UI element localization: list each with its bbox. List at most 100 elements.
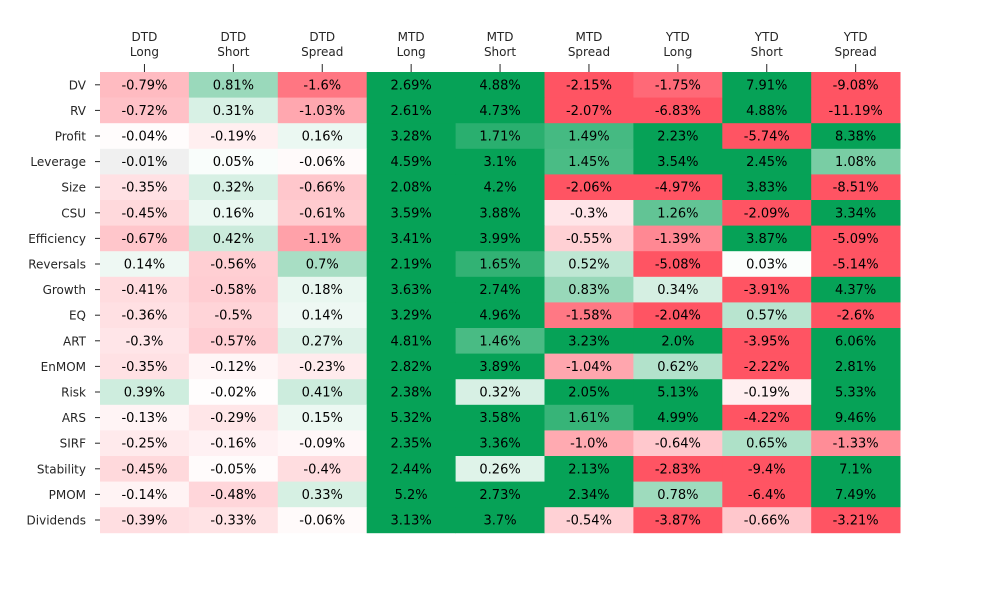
heatmap-cell [633, 123, 723, 150]
cell-value-label: 0.81% [213, 78, 254, 93]
cell-value-label: -0.67% [121, 232, 167, 247]
heatmap-cell [544, 328, 634, 354]
heatmap-cell [277, 404, 368, 431]
cell-value-label: -0.57% [210, 334, 256, 349]
heatmap-cell [633, 276, 723, 303]
cell-value-label: -0.01% [121, 155, 167, 170]
row-label: Leverage [30, 155, 86, 169]
heatmap-cell [366, 302, 456, 329]
heatmap-cell [811, 72, 901, 98]
heatmap-cell [544, 507, 634, 534]
column-header-text: MTD [398, 30, 425, 44]
heatmap-cell [811, 148, 901, 175]
cell-value-label: -0.29% [210, 411, 256, 426]
cell-value-label: 3.41% [390, 232, 431, 247]
heatmap-cell [455, 200, 545, 226]
cell-value-label: 0.14% [124, 258, 165, 273]
heatmap-cell [544, 72, 634, 98]
cell-value-label: -1.0% [570, 437, 608, 452]
heatmap-cell [366, 481, 456, 508]
row-label: RV [70, 104, 87, 118]
column-header-text: Spread [568, 45, 610, 59]
cell-value-label: -1.1% [303, 232, 341, 247]
heatmap-cell [633, 430, 723, 457]
cell-value-label: 4.59% [390, 155, 431, 170]
heatmap-cell [722, 174, 812, 201]
cell-value-label: 0.18% [302, 283, 343, 298]
cell-value-label: 1.08% [835, 155, 876, 170]
cell-value-label: 8.38% [835, 130, 876, 145]
heatmap-cell [633, 456, 723, 482]
heatmap-cell [277, 302, 368, 329]
cell-value-label: -0.4% [303, 462, 341, 477]
cell-value-label: -11.19% [829, 104, 883, 119]
row-label: PMOM [49, 488, 86, 502]
row-label: SIRF [60, 437, 86, 451]
heatmap-cell [455, 148, 545, 175]
cell-value-label: 2.08% [390, 181, 431, 196]
heatmap-cell [455, 430, 545, 457]
heatmap-cell [633, 507, 723, 534]
heatmap-cell [455, 276, 545, 303]
cell-value-label: 2.35% [390, 437, 431, 452]
cell-value-label: -0.54% [566, 514, 612, 529]
cell-value-label: 0.83% [568, 283, 609, 298]
cell-value-label: -2.06% [566, 181, 612, 196]
cell-value-label: 4.96% [479, 309, 520, 324]
heatmap-cell [100, 456, 190, 482]
heatmap-cell [188, 123, 279, 150]
cell-value-label: -0.05% [210, 462, 256, 477]
cell-value-label: 3.28% [390, 130, 431, 145]
cell-value-label: 4.81% [390, 334, 431, 349]
heatmap-cell [188, 507, 279, 534]
heatmap-cell [722, 481, 812, 508]
heatmap-cell [188, 200, 279, 226]
heatmap-cell [633, 97, 723, 124]
cell-value-label: 1.46% [479, 334, 520, 349]
heatmap-cell [544, 225, 634, 252]
cell-value-label: -0.39% [121, 514, 167, 529]
heatmap-cell [811, 174, 901, 201]
heatmap-cell [544, 148, 634, 175]
cell-value-label: -0.41% [121, 283, 167, 298]
heatmap-cell [277, 200, 368, 226]
heatmap-cell [722, 302, 812, 329]
cell-value-label: 0.33% [302, 488, 343, 503]
cell-value-label: -0.5% [214, 309, 252, 324]
heatmap-cell [277, 481, 368, 508]
cell-value-label: -1.33% [833, 437, 879, 452]
heatmap-cell [633, 225, 723, 252]
cell-value-label: 1.65% [479, 258, 520, 273]
heatmap-cell [366, 97, 456, 124]
heatmap-cell [188, 481, 279, 508]
cell-value-label: -0.56% [210, 258, 256, 273]
cell-value-label: 7.49% [835, 488, 876, 503]
heatmap-cell [100, 353, 190, 380]
cell-value-label: -0.23% [299, 360, 345, 375]
cell-value-label: 0.32% [479, 386, 520, 401]
heatmap-cell [188, 353, 279, 380]
cell-value-label: -5.74% [744, 130, 790, 145]
heatmap-cell [544, 404, 634, 431]
cell-value-label: 0.52% [568, 258, 609, 273]
cell-value-label: -0.25% [121, 437, 167, 452]
heatmap-cell [188, 174, 279, 201]
heatmap-cell [544, 430, 634, 457]
cell-value-label: -0.55% [566, 232, 612, 247]
cell-value-label: 0.41% [302, 386, 343, 401]
cell-value-label: 3.88% [479, 206, 520, 221]
cell-value-label: -0.02% [210, 386, 256, 401]
heatmap-cell [455, 404, 545, 431]
cell-value-label: -0.16% [210, 437, 256, 452]
heatmap-cell [100, 404, 190, 431]
heatmap-cell [722, 123, 812, 150]
heatmap-cell [366, 225, 456, 252]
heatmap-cell [811, 302, 901, 329]
cell-value-label: 2.69% [390, 78, 431, 93]
cell-value-label: -0.3% [126, 334, 164, 349]
cell-value-label: -3.87% [655, 514, 701, 529]
